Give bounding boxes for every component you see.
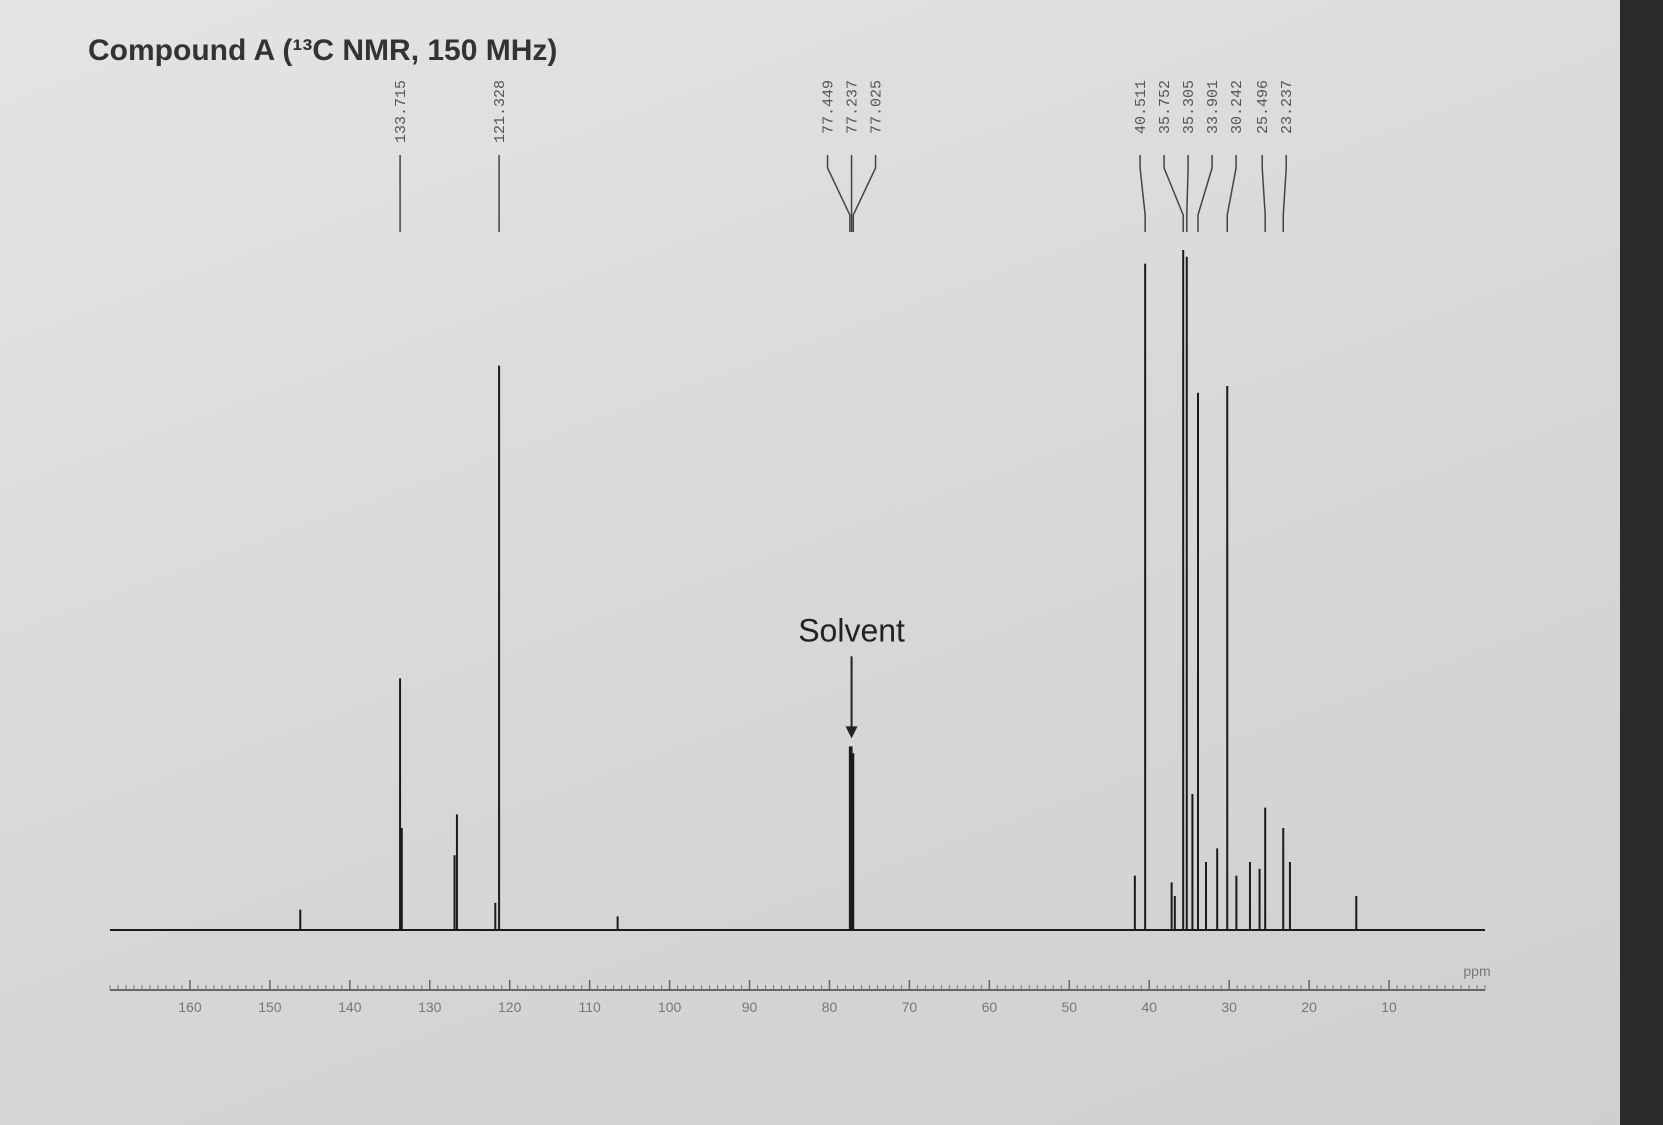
peak-label: 33.901	[1205, 80, 1222, 134]
peak-label: 30.242	[1229, 80, 1246, 134]
x-tick-label: 70	[902, 999, 918, 1015]
peak-label: 35.305	[1181, 80, 1198, 134]
x-tick-label: 150	[258, 999, 282, 1015]
peak-label: 25.496	[1255, 80, 1272, 134]
x-tick-label: 130	[418, 999, 442, 1015]
x-tick-label: 30	[1221, 999, 1237, 1015]
x-axis-label: ppm	[1463, 963, 1490, 979]
peak-label: 40.511	[1133, 80, 1150, 134]
table-edge	[1620, 0, 1663, 1125]
peak-label: 77.025	[869, 80, 886, 134]
x-tick-label: 140	[338, 999, 362, 1015]
peak-label-connector	[1282, 155, 1287, 232]
peak-label: 77.449	[821, 80, 838, 134]
peak-label-connector	[1261, 155, 1266, 232]
x-tick-label: 60	[982, 999, 998, 1015]
x-tick-label: 90	[742, 999, 758, 1015]
x-tick-label: 160	[178, 999, 202, 1015]
peak-label-connector	[1226, 155, 1237, 232]
peak-label-connector	[1197, 155, 1213, 232]
peak-label: 77.237	[845, 80, 862, 134]
x-tick-label: 40	[1141, 999, 1157, 1015]
peak-label-connector	[1186, 155, 1189, 232]
x-tick-label: 10	[1381, 999, 1397, 1015]
annotation: Solvent	[798, 612, 905, 648]
peak-label-connector	[1163, 155, 1184, 232]
x-tick-label: 110	[578, 999, 601, 1015]
peak-label: 121.328	[492, 80, 509, 143]
peak-label: 23.237	[1279, 80, 1296, 134]
x-tick-label: 50	[1062, 999, 1078, 1015]
peak-label: 35.752	[1157, 80, 1174, 134]
x-tick-label: 120	[498, 999, 522, 1015]
x-tick-label: 80	[822, 999, 838, 1015]
x-tick-label: 100	[658, 999, 682, 1015]
peak-label: 133.715	[393, 80, 410, 143]
annotation-arrowhead	[845, 726, 858, 739]
x-tick-label: 20	[1301, 999, 1317, 1015]
peak-label-connector	[852, 155, 877, 232]
peak-label-connector	[826, 155, 851, 232]
peak-label-connector	[1139, 155, 1146, 232]
chart-title: Compound A (¹³C NMR, 150 MHz)	[88, 34, 557, 67]
